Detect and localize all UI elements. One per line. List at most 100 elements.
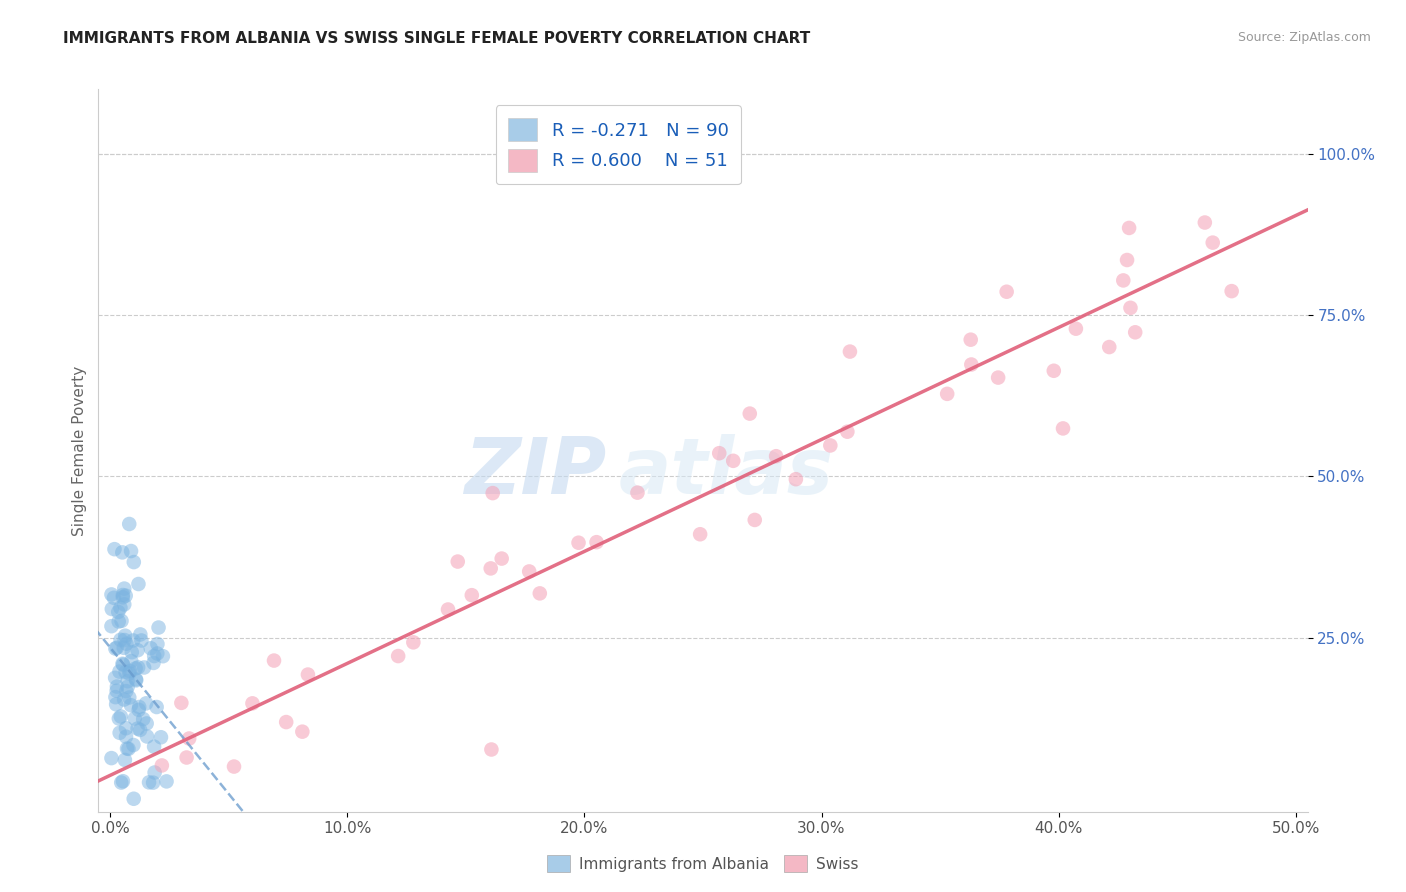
Point [112,657,135,672]
Point [1194,215,1216,229]
Point [127,722,149,736]
Point [1064,321,1087,335]
Point [723,454,745,468]
Point [125,673,148,688]
Point [111,657,134,671]
Point [129,627,152,641]
Point [110,614,132,628]
Point [959,333,981,347]
Point [125,673,148,687]
Point [491,551,513,566]
Point [1119,301,1142,315]
Point [744,513,766,527]
Point [242,697,264,711]
Point [585,535,607,549]
Point [127,643,149,657]
Point [1042,364,1064,378]
Point [112,582,135,596]
Point [142,775,165,789]
Point [124,661,146,675]
Point [115,730,138,744]
Point [447,555,470,569]
Point [517,565,540,579]
Point [131,633,153,648]
Point [101,602,124,616]
Point [110,775,132,789]
Text: IMMIGRANTS FROM ALBANIA VS SWISS SINGLE FEMALE POVERTY CORRELATION CHART: IMMIGRANTS FROM ALBANIA VS SWISS SINGLE … [63,31,810,46]
Point [138,775,160,789]
Legend: Immigrants from Albania, Swiss: Immigrants from Albania, Swiss [540,847,866,880]
Point [103,591,125,605]
Legend: R = -0.271   N = 90, R = 0.600    N = 51: R = -0.271 N = 90, R = 0.600 N = 51 [496,105,741,185]
Point [291,724,314,739]
Point [114,589,136,603]
Point [128,703,150,717]
Point [132,712,155,726]
Point [709,446,731,460]
Point [402,635,425,649]
Point [176,750,198,764]
Point [626,485,648,500]
Point [143,648,166,663]
Point [110,632,132,647]
Point [1098,340,1121,354]
Point [100,587,122,601]
Point [142,656,165,670]
Point [567,535,589,549]
Point [132,660,155,674]
Point [114,665,136,680]
Point [124,711,146,725]
Y-axis label: Single Female Poverty: Single Female Poverty [72,366,87,535]
Point [148,621,170,635]
Point [765,449,787,463]
Point [139,641,162,656]
Point [222,759,245,773]
Point [820,438,842,452]
Text: ZIP: ZIP [464,434,606,510]
Point [143,765,166,780]
Point [529,586,551,600]
Point [129,723,152,737]
Point [145,700,167,714]
Point [149,731,172,745]
Point [276,714,298,729]
Point [179,731,201,746]
Point [104,641,127,656]
Point [387,648,409,663]
Point [135,716,157,731]
Point [1052,421,1074,435]
Point [105,698,128,712]
Point [122,633,145,648]
Point [111,545,134,559]
Point [112,692,135,706]
Point [136,730,159,744]
Point [108,711,131,725]
Point [127,660,149,674]
Point [118,690,141,705]
Point [127,577,149,591]
Point [987,370,1010,384]
Point [481,486,503,500]
Point [100,751,122,765]
Point [104,671,127,685]
Point [117,742,139,756]
Point [1116,252,1139,267]
Point [785,472,807,486]
Point [1123,326,1146,340]
Point [837,425,859,439]
Point [128,700,150,714]
Point [117,680,139,694]
Point [114,753,136,767]
Point [107,615,129,629]
Point [111,774,134,789]
Point [114,633,136,648]
Point [112,640,135,655]
Point [146,647,169,661]
Point [479,561,502,575]
Point [122,791,145,805]
Point [111,591,134,605]
Point [122,738,145,752]
Point [936,387,959,401]
Point [135,697,157,711]
Point [738,407,761,421]
